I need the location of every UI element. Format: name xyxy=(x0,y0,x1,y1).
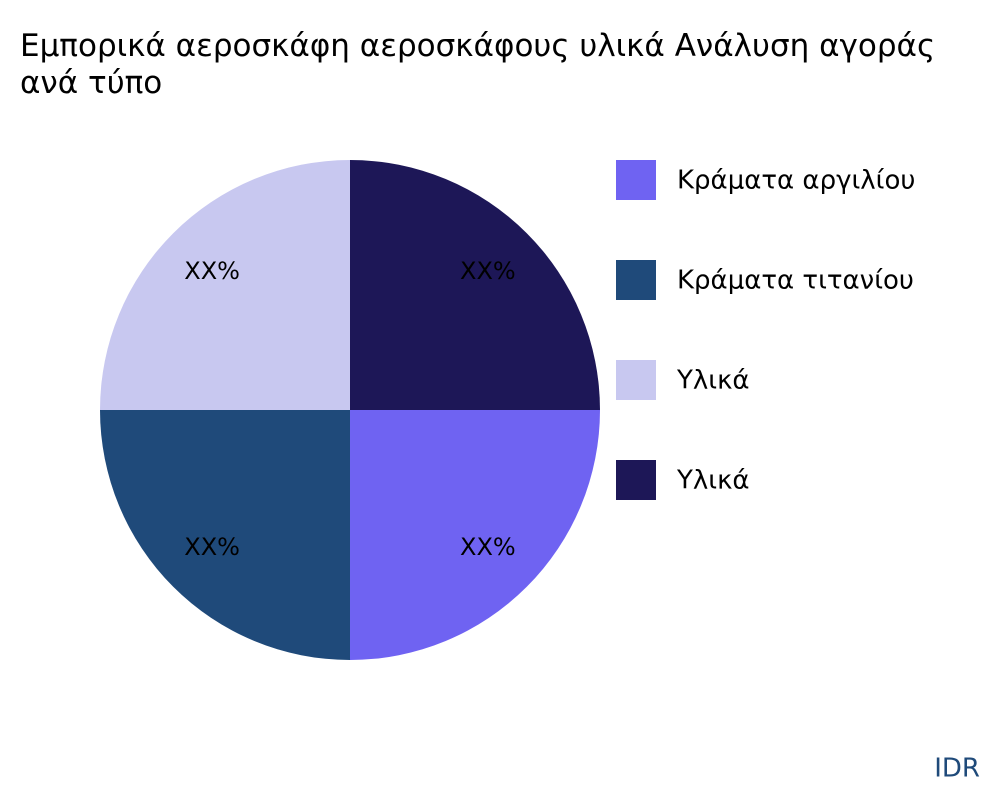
legend-label: Κράματα αργιλίου xyxy=(677,166,915,196)
chart-title: Εμπορικά αεροσκάφη αεροσκάφους υλικά Ανά… xyxy=(20,28,936,101)
legend-label: Υλικά xyxy=(676,366,750,396)
legend-label: Υλικά xyxy=(676,466,750,496)
pie-slice xyxy=(350,160,600,410)
legend-swatch xyxy=(616,260,656,300)
data-label: XX% xyxy=(184,257,240,285)
legend-label: Κράματα τιτανίου xyxy=(677,266,914,296)
data-label: XX% xyxy=(184,533,240,561)
pie-slice xyxy=(100,160,350,410)
pie-slice xyxy=(100,410,350,660)
data-label: XX% xyxy=(460,533,516,561)
data-label: XX% xyxy=(460,257,516,285)
watermark: IDR xyxy=(934,754,980,784)
legend-swatch xyxy=(616,360,656,400)
legend-swatch xyxy=(616,460,656,500)
pie-slice xyxy=(350,410,600,660)
legend-swatch xyxy=(616,160,656,200)
